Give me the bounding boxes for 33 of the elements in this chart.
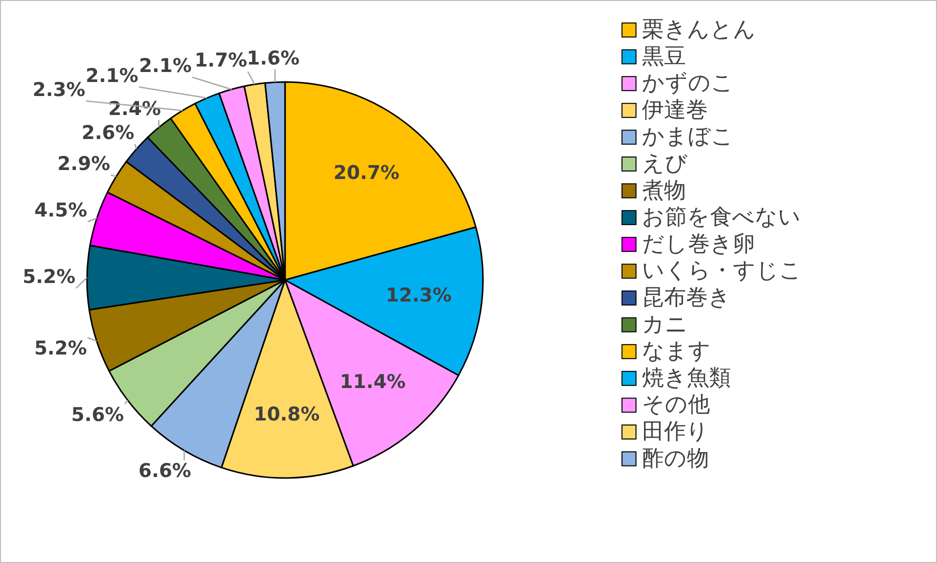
data-label: 20.7% <box>334 162 400 184</box>
legend-label: なます <box>642 339 711 364</box>
data-label: 5.2% <box>34 338 87 360</box>
data-label: 12.3% <box>386 284 452 307</box>
data-label: 5.6% <box>71 404 124 426</box>
legend-label: 栗きんとん <box>642 18 756 42</box>
data-label: 2.6% <box>82 122 134 144</box>
legend-label: かずのこ <box>642 71 734 96</box>
legend-label: 昆布巻き <box>642 286 731 310</box>
data-label: 4.5% <box>34 200 88 222</box>
legend-label: だし巻き卵 <box>642 232 755 257</box>
legend-label: 田作り <box>642 420 709 444</box>
data-label: 2.3% <box>32 78 86 101</box>
legend-label: えび <box>642 152 688 176</box>
legend-label: その他 <box>642 392 710 418</box>
data-label: 2.1% <box>138 55 192 78</box>
legend-label: 黒豆 <box>642 44 686 70</box>
legend-label: 焼き魚類 <box>642 366 731 391</box>
legend-label: 酢の物 <box>642 446 709 472</box>
data-label: 2.1% <box>86 64 138 87</box>
data-label: 11.4% <box>340 371 406 394</box>
legend-label: かまぼこ <box>642 124 734 150</box>
legend-label: 煮物 <box>642 178 686 204</box>
data-label: 5.2% <box>22 266 76 288</box>
data-label: 10.8% <box>254 404 320 426</box>
data-label: 2.9% <box>57 153 110 176</box>
legend-label: カニ <box>642 312 688 338</box>
data-label: 1.6% <box>246 47 300 70</box>
legend-label: 伊達巻 <box>642 98 708 123</box>
data-label: 6.6% <box>138 460 192 482</box>
data-label: 1.7% <box>194 50 248 72</box>
legend-label: お節を食べない <box>642 205 801 230</box>
legend-label: いくら・すじこ <box>642 258 802 284</box>
